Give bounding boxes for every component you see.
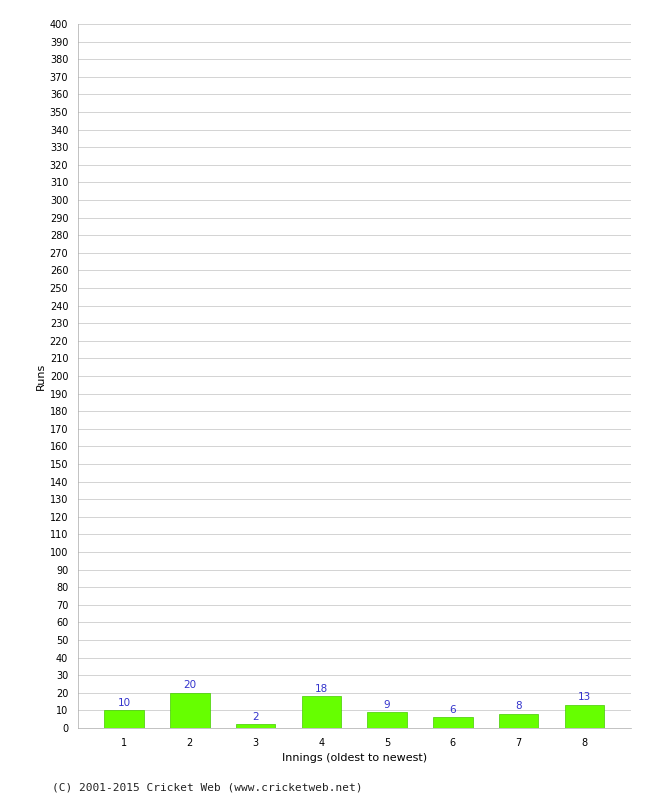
X-axis label: Innings (oldest to newest): Innings (oldest to newest) — [281, 754, 427, 763]
Y-axis label: Runs: Runs — [36, 362, 46, 390]
Bar — [170, 693, 209, 728]
Bar — [104, 710, 144, 728]
Text: 10: 10 — [118, 698, 131, 708]
Text: 13: 13 — [578, 693, 591, 702]
Text: 6: 6 — [450, 705, 456, 715]
Bar — [433, 718, 473, 728]
Bar — [499, 714, 538, 728]
Text: 9: 9 — [384, 699, 391, 710]
Bar — [565, 705, 604, 728]
Text: 2: 2 — [252, 712, 259, 722]
Bar — [302, 696, 341, 728]
Text: (C) 2001-2015 Cricket Web (www.cricketweb.net): (C) 2001-2015 Cricket Web (www.cricketwe… — [52, 782, 363, 792]
Bar — [236, 725, 276, 728]
Bar — [367, 712, 407, 728]
Text: 18: 18 — [315, 684, 328, 694]
Text: 20: 20 — [183, 680, 196, 690]
Text: 8: 8 — [515, 702, 522, 711]
